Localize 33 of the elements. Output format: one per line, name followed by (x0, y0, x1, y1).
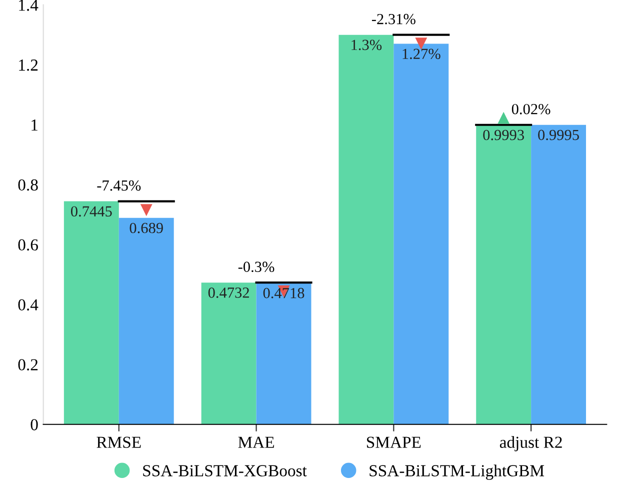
y-tick-label: 1.4 (19, 0, 38, 11)
x-tick-label: MAE (238, 436, 274, 448)
data-label: 0.7445 (70, 206, 112, 217)
data-label: 0.9993 (483, 130, 524, 140)
y-tick-label: 0.6 (18, 239, 38, 251)
bar (201, 282, 256, 424)
annotation: -2.31% (372, 14, 416, 24)
data-label: 1.3% (352, 40, 382, 50)
bar (394, 44, 449, 424)
bar (256, 282, 312, 424)
x-tick-label: SMAPE (366, 436, 421, 448)
x-tick-label: adjust R2 (500, 436, 562, 452)
annotation: 0.02% (512, 104, 550, 114)
legend-label: SSA-BiLSTM-LightGBM (370, 464, 544, 480)
bar (118, 218, 174, 424)
bar (476, 124, 532, 424)
data-label: 0.689 (130, 222, 163, 234)
bar (64, 201, 119, 424)
y-tick-label: 0.4 (18, 299, 38, 311)
data-label: 0.9995 (538, 130, 579, 140)
y-tick-label: 0.8 (18, 179, 38, 191)
y-tick-label: 0 (30, 419, 38, 430)
y-tick-label: 0.2 (18, 359, 38, 370)
y-tick-label: 1.2 (19, 60, 38, 71)
y-tick-label: 1 (32, 119, 38, 130)
annotation: -0.3% (238, 262, 274, 272)
annotation: -7.45% (97, 180, 141, 191)
x-tick-label: RMSE (96, 436, 141, 448)
data-label: 0.4732 (208, 288, 249, 298)
data-label: 1.27% (402, 48, 440, 60)
bar (531, 124, 586, 424)
bar (338, 34, 394, 424)
legend-label: SSA-BiLSTM-XGBoost (143, 465, 307, 476)
